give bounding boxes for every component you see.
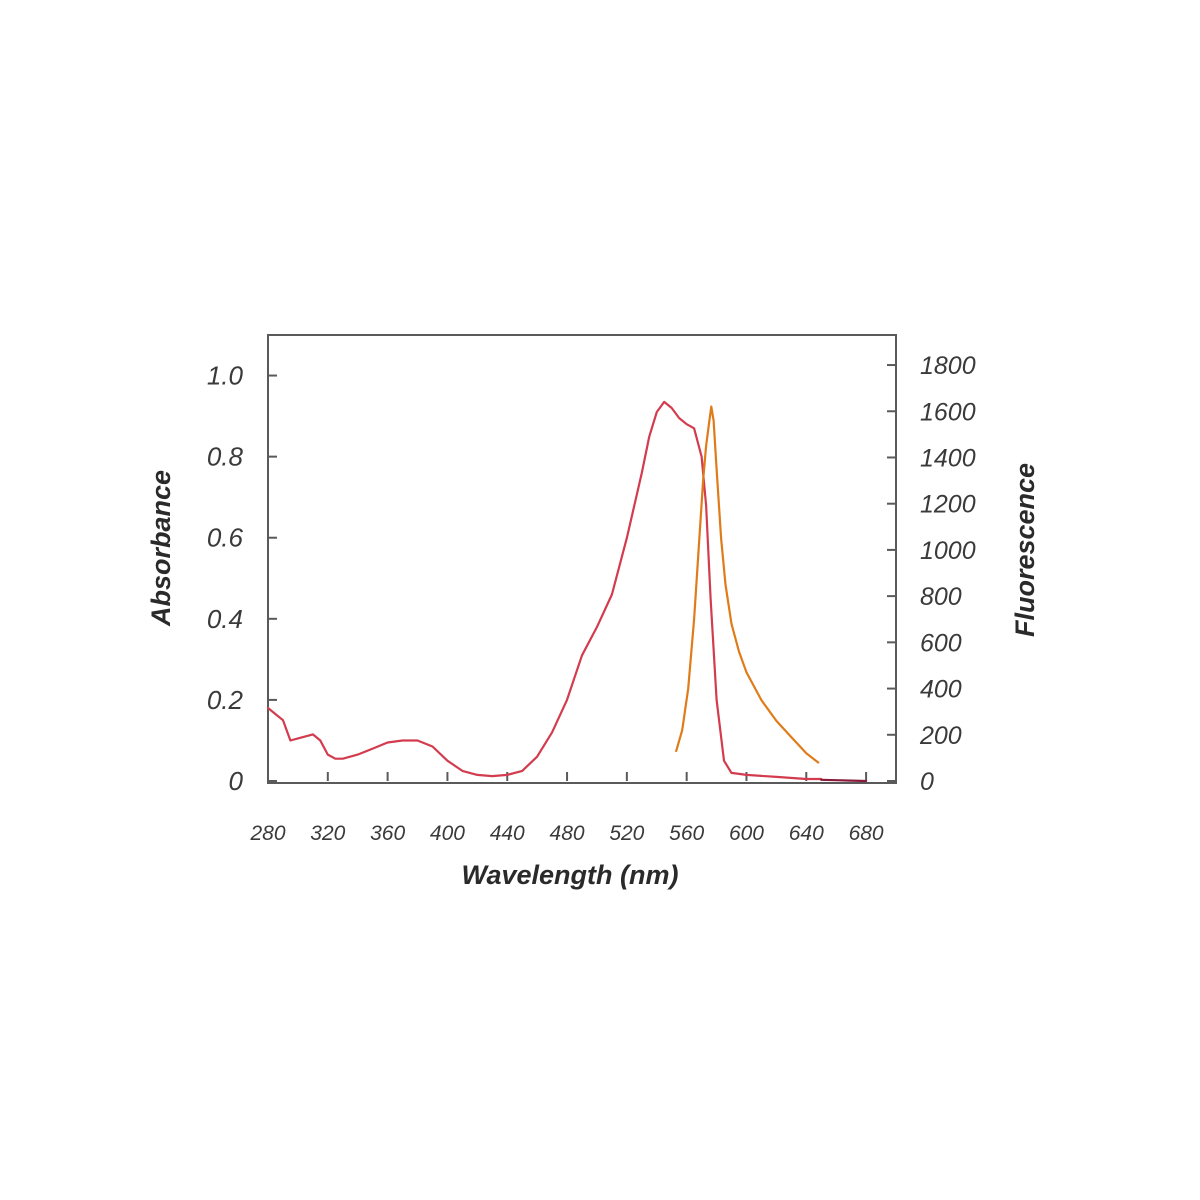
right-tick-label: 1800 [920, 352, 976, 380]
left-axis-ticks: 0 0.2 0.4 0.6 0.8 1.0 [207, 361, 277, 796]
x-tick-label: 440 [490, 822, 525, 845]
x-axis-ticks: 280 320 360 400 440 480 520 560 600 640 680 [249, 772, 884, 845]
right-tick-label: 1600 [920, 398, 976, 426]
right-tick-label: 1400 [920, 444, 976, 472]
left-tick-label: 0.6 [207, 523, 244, 553]
series-line-3 [820, 778, 868, 783]
right-tick-label: 1200 [920, 491, 976, 519]
plot-frame [267, 334, 897, 784]
right-tick-label: 0 [920, 768, 934, 796]
x-tick-label: 480 [550, 822, 585, 845]
series-line-1 [266, 400, 823, 781]
series-line-2 [675, 405, 820, 764]
left-tick-label: 1.0 [207, 361, 244, 391]
right-tick-label: 600 [920, 629, 962, 657]
right-axis-ticks: 0 200 400 600 800 1000 1200 1400 1600 1800 [887, 352, 976, 796]
left-tick-label: 0.8 [207, 442, 244, 472]
x-tick-label: 280 [249, 822, 285, 845]
x-tick-label: 640 [789, 822, 824, 845]
x-tick-label: 560 [669, 822, 704, 845]
right-tick-label: 800 [920, 583, 962, 611]
right-axis-title: Fluorescence [1010, 463, 1040, 637]
x-tick-label: 320 [310, 822, 345, 845]
right-tick-label: 1000 [920, 537, 976, 565]
x-tick-label: 400 [430, 822, 465, 845]
right-tick-label: 400 [920, 676, 962, 704]
left-axis-title: Absorbance [146, 470, 176, 627]
x-tick-label: 600 [729, 822, 764, 845]
x-tick-label: 360 [370, 822, 405, 845]
x-tick-label: 680 [849, 822, 884, 845]
left-tick-label: 0.2 [207, 685, 244, 715]
series-layer [266, 400, 868, 783]
left-tick-label: 0 [229, 766, 244, 796]
right-tick-label: 200 [919, 722, 962, 750]
left-tick-label: 0.4 [207, 604, 243, 634]
x-axis-title: Wavelength (nm) [461, 860, 678, 890]
x-tick-label: 520 [609, 822, 644, 845]
